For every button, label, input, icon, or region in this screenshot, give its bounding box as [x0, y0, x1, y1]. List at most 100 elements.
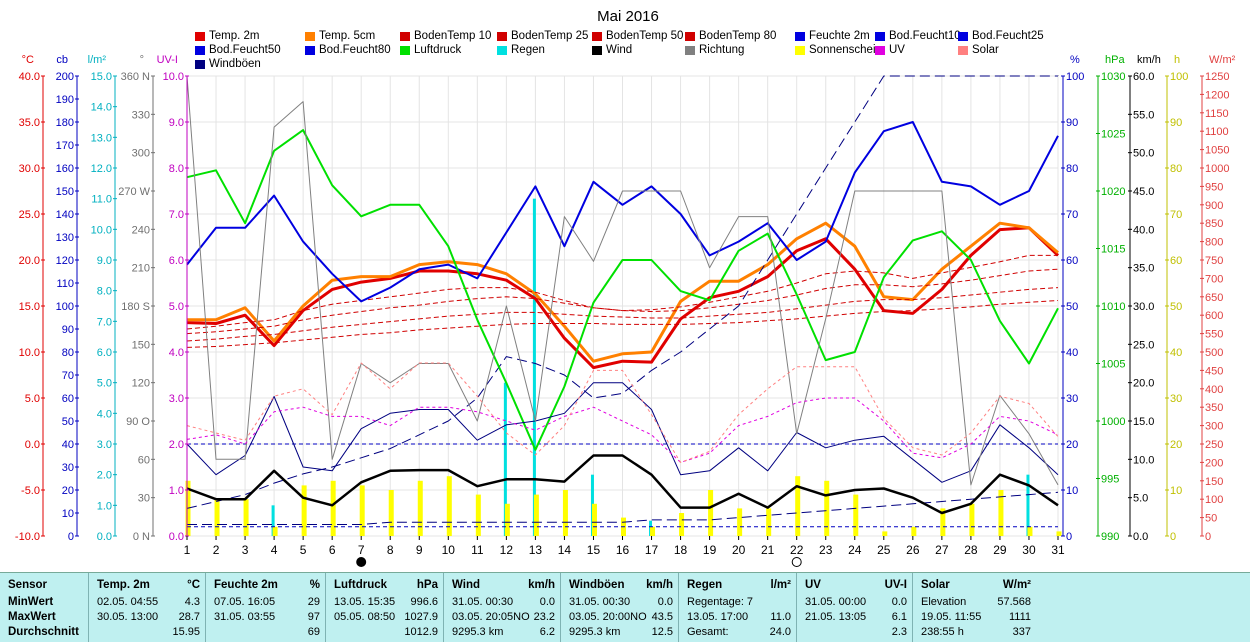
bar-sonnenschein — [446, 476, 452, 536]
legend-label: Temp. 2m — [209, 30, 260, 42]
axis-tick-label: 9.0 — [97, 255, 112, 267]
bar-regen — [271, 505, 275, 536]
stats-header: Feuchte 2m — [214, 579, 278, 591]
bar-sonnenschein — [504, 503, 510, 536]
axis-tick-label: 30 — [138, 493, 150, 505]
axis-tick-label: 40.0 — [19, 71, 40, 83]
stats-header: Regen — [687, 579, 723, 591]
series-uv — [186, 397, 1059, 463]
bar-sonnenschein — [301, 485, 307, 536]
stats-header: Temp. 2m — [97, 579, 150, 591]
axis-tick-label: 110 — [56, 278, 74, 290]
bar-sonnenschein — [330, 480, 336, 536]
bar-sonnenschein — [359, 485, 365, 536]
stats-unit: l/m² — [770, 579, 791, 591]
legend-item: BodenTemp 10 — [400, 30, 491, 42]
legend-swatch — [195, 59, 205, 69]
legend-label: BodenTemp 10 — [414, 30, 492, 42]
x-tick-label: 31 — [1051, 543, 1065, 557]
legend-item: Sonnenschein — [795, 44, 882, 56]
x-tick-label: 6 — [329, 543, 336, 557]
stats-cell-value: 4.3 — [184, 596, 200, 608]
axis-tick-label: 35.0 — [19, 117, 40, 129]
bar-sonnenschein — [853, 494, 859, 536]
axis-tick-label: 10.0 — [91, 224, 112, 236]
x-tick-label: 7 — [358, 543, 365, 557]
axis-tick-label: 1.0 — [97, 500, 112, 512]
series-feuchte-2m — [186, 121, 1059, 303]
legend-item: BodenTemp 80 — [685, 30, 776, 42]
axis-tick-label: 80 — [1170, 163, 1182, 175]
stats-cell-value: 28.7 — [178, 611, 200, 623]
bar-sonnenschein — [708, 490, 714, 536]
axis-unit-label: °C — [22, 54, 34, 66]
x-tick-label: 8 — [387, 543, 394, 557]
axis-tick-label: 200 — [56, 71, 74, 83]
series-luftdruck — [186, 129, 1059, 451]
axis-tick-label: 50 — [1170, 301, 1182, 313]
axis-tick-label: 25.0 — [1133, 339, 1154, 351]
axis-tick-label: 90 — [1170, 117, 1182, 129]
axis-tick-label: 0.0 — [97, 531, 112, 543]
stats-cell-value: 0.0 — [657, 596, 673, 608]
axis-tick-label: 5.0 — [25, 393, 40, 405]
stats-cell-value: 6.2 — [539, 626, 555, 638]
axis-tick-label: 15.0 — [19, 301, 40, 313]
axis-tick-label: 1025 — [1101, 129, 1125, 141]
x-tick-label: 16 — [616, 543, 630, 557]
axis-tick-label: 15.0 — [1133, 416, 1154, 428]
axis-tick-label: 15.0 — [91, 71, 112, 83]
bar-sonnenschein — [679, 513, 685, 536]
axis-tick-label: 7.0 — [169, 209, 184, 221]
series-bodentemp-80 — [186, 300, 1059, 348]
bar-sonnenschein — [766, 508, 772, 536]
stats-row-label: Durchschnitt — [8, 626, 79, 638]
bar-sonnenschein — [940, 508, 946, 536]
axis-tick-label: 10 — [62, 508, 74, 520]
bar-sonnenschein — [562, 490, 568, 536]
axis-tick-label: 210 — [132, 263, 150, 275]
legend-item: Temp. 5cm — [305, 30, 375, 42]
axis-tick-label: 180 — [56, 117, 74, 129]
axis-tick-label: 11.0 — [91, 194, 112, 206]
axis-tick-label: 4.0 — [169, 347, 184, 359]
stats-header: Solar — [921, 579, 950, 591]
bar-sonnenschein — [882, 531, 888, 536]
axis-tick-label: 45.0 — [1133, 186, 1154, 198]
axis-tick-label: 950 — [1205, 181, 1223, 193]
x-tick-label: 27 — [935, 543, 949, 557]
x-tick-label: 11 — [471, 543, 484, 557]
x-tick-label: 25 — [877, 543, 891, 557]
legend-label: Richtung — [699, 44, 745, 56]
axis-tick-label: 1050 — [1205, 145, 1229, 157]
stats-column: Luftdruck hPa 13.05. 15:35 996.6 05.05. 08:5… — [325, 573, 444, 642]
stats-cell-label: 31.05. 00:30 — [452, 596, 514, 608]
legend-swatch — [497, 31, 507, 41]
bar-sonnenschein — [272, 526, 278, 536]
axis-tick-label: 330 — [132, 109, 150, 121]
stats-cell-value: 97 — [307, 611, 320, 623]
series-bodentemp-10 — [186, 254, 1058, 330]
x-tick-label: 29 — [993, 543, 1007, 557]
weather-chart: Mai 2016 °C40.035.030.025.020.015.010.05… — [15, 8, 1236, 567]
axis-tick-label: 0.0 — [1133, 531, 1148, 543]
axis-tick-label: 10 — [1170, 485, 1182, 497]
legend-label: Bod.Feucht25 — [972, 30, 1044, 42]
x-tick-label: 14 — [558, 543, 572, 557]
chart-title: Mai 2016 — [597, 8, 659, 25]
legend-item: Temp. 2m — [195, 30, 260, 42]
stats-cell-value: 15.95 — [172, 626, 200, 638]
axis-tick-label: 20 — [62, 485, 74, 497]
axis-tick-label: 0 — [1205, 531, 1211, 543]
axis-tick-label: 1000 — [1101, 416, 1125, 428]
bar-sonnenschein — [591, 503, 597, 536]
stats-cell-value: 23.2 — [533, 611, 555, 623]
axis-tick-label: 300 — [132, 148, 150, 160]
stats-header: Windböen — [569, 579, 625, 591]
axis-tick-label: 1.0 — [169, 485, 184, 497]
stats-column: UV UV-I 31.05. 00:00 0.0 21.05. 13:05 6.1 2.3 — [796, 573, 913, 642]
axis-unit-label: l/m² — [88, 54, 107, 66]
x-tick-label: 20 — [732, 543, 746, 557]
axis-tick-label: 240 — [132, 224, 150, 236]
stats-cell-label: 05.05. 08:50 — [334, 611, 396, 623]
